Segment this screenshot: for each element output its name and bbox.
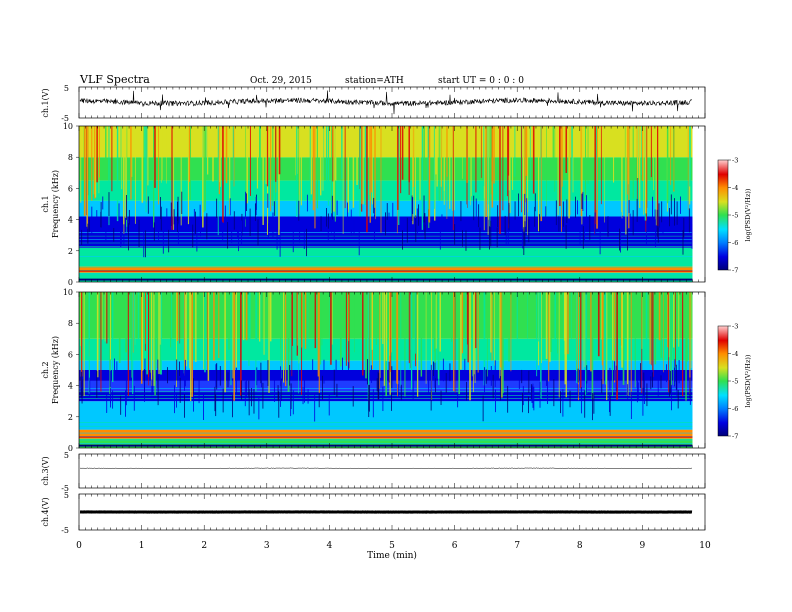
y-tick-label: 4 [68, 382, 73, 391]
ylabel-sp2-line1: ch.2 [41, 361, 50, 378]
colorbar-tick-label: -3 [732, 157, 738, 165]
panel-spectrogram-ch1 [78, 125, 706, 283]
xlabel: Time (min) [367, 550, 417, 561]
x-tick-label: 5 [389, 541, 395, 551]
y-tick-label: 10 [63, 122, 73, 131]
spectrogram-band [79, 180, 693, 201]
x-tick-label: 8 [577, 541, 583, 551]
colorbar-tick-label: -3 [732, 323, 738, 331]
ylabel-ch3: ch.3(V) [41, 456, 50, 485]
y-tick-label: 0 [68, 278, 73, 287]
panel-waveform-ch3 [78, 453, 706, 489]
spectrogram-band [79, 266, 693, 273]
ylabel-sp1-line2: Frequency (kHz) [51, 170, 60, 238]
waveform-trace-waveform-ch1 [79, 90, 693, 115]
spectrogram-ch1-fill [79, 126, 693, 282]
y-tick-label: -5 [61, 484, 69, 493]
y-tick-label: 0 [68, 444, 73, 453]
colorbar-tick-label: -5 [732, 212, 738, 220]
waveform-trace-waveform-ch3 [79, 467, 693, 469]
y-tick-label: 4 [68, 216, 73, 225]
y-tick-label: 8 [68, 319, 73, 328]
x-tick-label: 7 [514, 541, 520, 551]
x-tick-label: 4 [327, 541, 333, 551]
colorbar-tick-label: -7 [732, 267, 738, 275]
y-tick-label: 10 [63, 288, 73, 297]
x-tick-label: 10 [699, 541, 711, 551]
spectrogram-band [79, 247, 693, 267]
x-tick-label: 9 [640, 541, 646, 551]
y-tick-label: 2 [68, 413, 73, 422]
y-tick-label: 2 [68, 247, 73, 256]
spectrogram-ch2-fill [79, 292, 693, 448]
colorbar-tick-label: -4 [732, 184, 738, 192]
y-tick-label: 5 [64, 84, 69, 93]
y-tick-label: 5 [64, 491, 69, 500]
x-tick-label: 1 [139, 541, 145, 551]
start-time-label: start UT = 0 : 0 : 0 [438, 76, 524, 86]
spectrogram-band [79, 157, 693, 181]
x-tick-label: 3 [264, 541, 270, 551]
x-tick-label: 0 [76, 541, 82, 551]
date-label: Oct. 29, 2015 [250, 76, 312, 86]
ylabel-ch1: ch.1(V) [41, 88, 50, 117]
y-tick-label: 5 [64, 451, 69, 460]
x-tick-label: 6 [452, 541, 458, 551]
colorbar-tick-label: -6 [732, 405, 738, 413]
colorbar-ch2-label: log(PSD(V²/Hz)) [744, 354, 752, 407]
y-tick-label: 6 [68, 350, 73, 359]
colorbar-tick-label: -4 [732, 350, 738, 358]
colorbar-ch1 [717, 159, 729, 271]
figure-title: VLF Spectra [79, 73, 150, 86]
y-tick-label: 6 [68, 184, 73, 193]
colorbar-ch1-label: log(PSD(V²/Hz)) [744, 188, 752, 241]
spectrogram-band [79, 401, 693, 430]
y-tick-label: -5 [61, 114, 69, 123]
axis-ticks: 0 1 2 3 4 5 6 7 8 9 100246810-3-4-5-6-70246810-3-4… [61, 84, 738, 551]
y-tick-label: -5 [61, 526, 69, 535]
x-tick-label: 2 [201, 541, 207, 551]
ylabel-sp2-line2: Frequency (kHz) [51, 336, 60, 404]
ylabel-ch4: ch.4(V) [41, 497, 50, 526]
colorbar-tick-label: -7 [732, 433, 738, 441]
spectrogram-band [79, 126, 693, 158]
waveform-traces [79, 90, 693, 514]
panel-spectrogram-ch2 [78, 291, 706, 449]
spectrogram-band [79, 429, 693, 439]
station-label: station=ATH [345, 76, 404, 86]
spectrogram-band [79, 391, 693, 402]
y-tick-label: 8 [68, 153, 73, 162]
colorbar-tick-label: -6 [732, 239, 738, 247]
colorbar-ch2 [717, 325, 729, 437]
colorbar-tick-label: -5 [732, 378, 738, 386]
ylabel-sp1-line1: ch.1 [41, 195, 50, 212]
